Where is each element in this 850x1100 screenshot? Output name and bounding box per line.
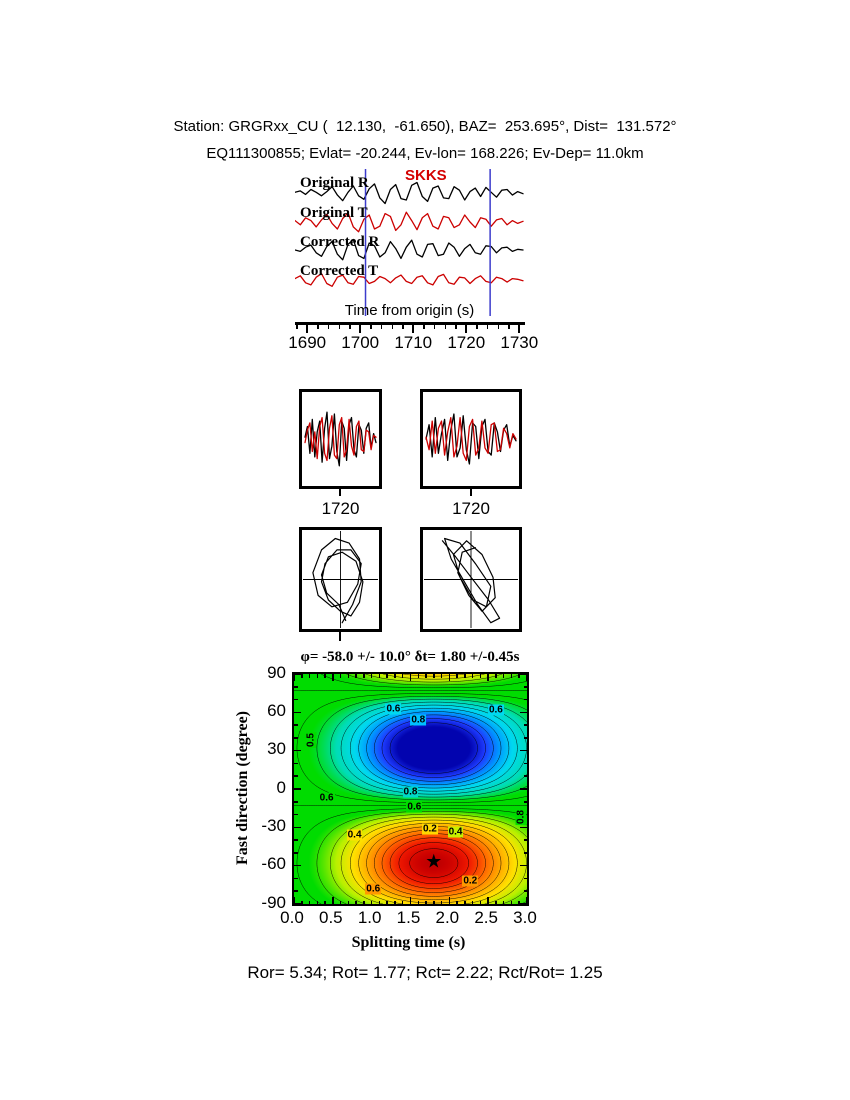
seismogram-panel: Original R Original T Corrected R Correc… (288, 165, 540, 365)
best-fit-star: ★ (425, 851, 443, 873)
seis-time-axis (295, 322, 525, 325)
contour-xtick-label: 0.0 (280, 908, 304, 927)
trace-label-original-r: Original R (300, 175, 369, 191)
header-event-line: EQ111300855; Evlat= -20.244, Ev-lon= 168… (206, 145, 644, 162)
phase-label: SKKS (405, 167, 447, 184)
particle-motion-right (424, 531, 518, 628)
contour-xtick-label: 2.5 (474, 908, 498, 927)
window-right-tick (470, 489, 472, 496)
contour-xtick-label: 1.5 (396, 908, 421, 927)
error-surface-plot: 0.6 0.8 0.6 0.5 0.6 0.8 0.6 0.4 0.2 0.4 0.6 0.2 0.8 ★ (292, 672, 529, 906)
contour-value-label: 0.6 (365, 883, 382, 895)
seis-tick-label: 1700 (341, 333, 380, 352)
trace-label-original-t: Original T (300, 205, 368, 221)
window-left-tick (339, 489, 341, 496)
contour-xtick-label: 1.0 (357, 908, 382, 927)
footer-statistics: Ror= 5.34; Rot= 1.77; Rct= 2.22; Rct/Rot… (247, 963, 603, 982)
contour-ytick-label: -60 (261, 854, 286, 874)
contour-xtick-label: 2.0 (435, 908, 460, 927)
contour-value-label: 0.8 (402, 786, 419, 798)
particle-motion-left (303, 531, 378, 628)
header-station-line: Station: GRGRxx_CU ( 12.130, -61.650), B… (173, 118, 677, 135)
windowed-waveform-box-left (299, 389, 382, 489)
seis-xaxis-label: Time from origin (s) (344, 302, 475, 319)
windowed-waveforms-left (304, 411, 377, 467)
seis-tick-label: 1730 (500, 333, 539, 352)
seis-tick-label: 1720 (447, 333, 486, 352)
seis-tick-label: 1710 (394, 333, 433, 352)
trace-label-corrected-t: Corrected T (300, 263, 379, 279)
particle-motion-box-left (299, 527, 382, 632)
seismogram-traces (295, 169, 524, 316)
particle-motion-box-right (420, 527, 522, 632)
contour-value-label: 0.4 (447, 826, 464, 838)
contour-xtick-label: 0.5 (319, 908, 343, 927)
contour-value-label: 0.6 (385, 703, 402, 714)
particle-left-tick (339, 632, 341, 641)
contour-xlabel: Splitting time (s) (351, 934, 466, 951)
contour-ytick-label: -30 (261, 815, 286, 835)
contour-ytick-label: 0 (276, 777, 286, 797)
seis-tick-label: 1690 (288, 333, 327, 352)
contour-xtick-label: 3.0 (513, 908, 537, 927)
contour-title: φ= -58.0 +/- 10.0° δt= 1.80 +/-0.45s (300, 649, 520, 665)
contour-ytick-label: 30 (267, 739, 286, 759)
contour-value-label: 0.6 (406, 801, 423, 813)
contour-value-label: 0.8 (515, 809, 527, 826)
contour-value-label: 0.8 (410, 714, 427, 726)
contour-value-label: 0.5 (305, 732, 317, 749)
contour-value-label: 0.6 (487, 704, 504, 716)
windowed-waveform-box-right (420, 389, 522, 489)
window-right-time-label: 1720 (452, 499, 490, 518)
contour-value-label: 0.2 (462, 875, 479, 887)
contour-ytick-label: -90 (261, 892, 286, 912)
trace-label-corrected-r: Corrected R (300, 234, 380, 250)
windowed-waveforms-right (425, 413, 517, 465)
contour-value-label: 0.2 (421, 823, 438, 835)
contour-value-label: 0.4 (346, 829, 363, 841)
contour-value-label: 0.6 (318, 792, 335, 804)
contour-ytick-label: 90 (267, 662, 286, 682)
contour-ytick-label: 60 (267, 700, 286, 720)
window-left-time-label: 1720 (321, 499, 360, 518)
